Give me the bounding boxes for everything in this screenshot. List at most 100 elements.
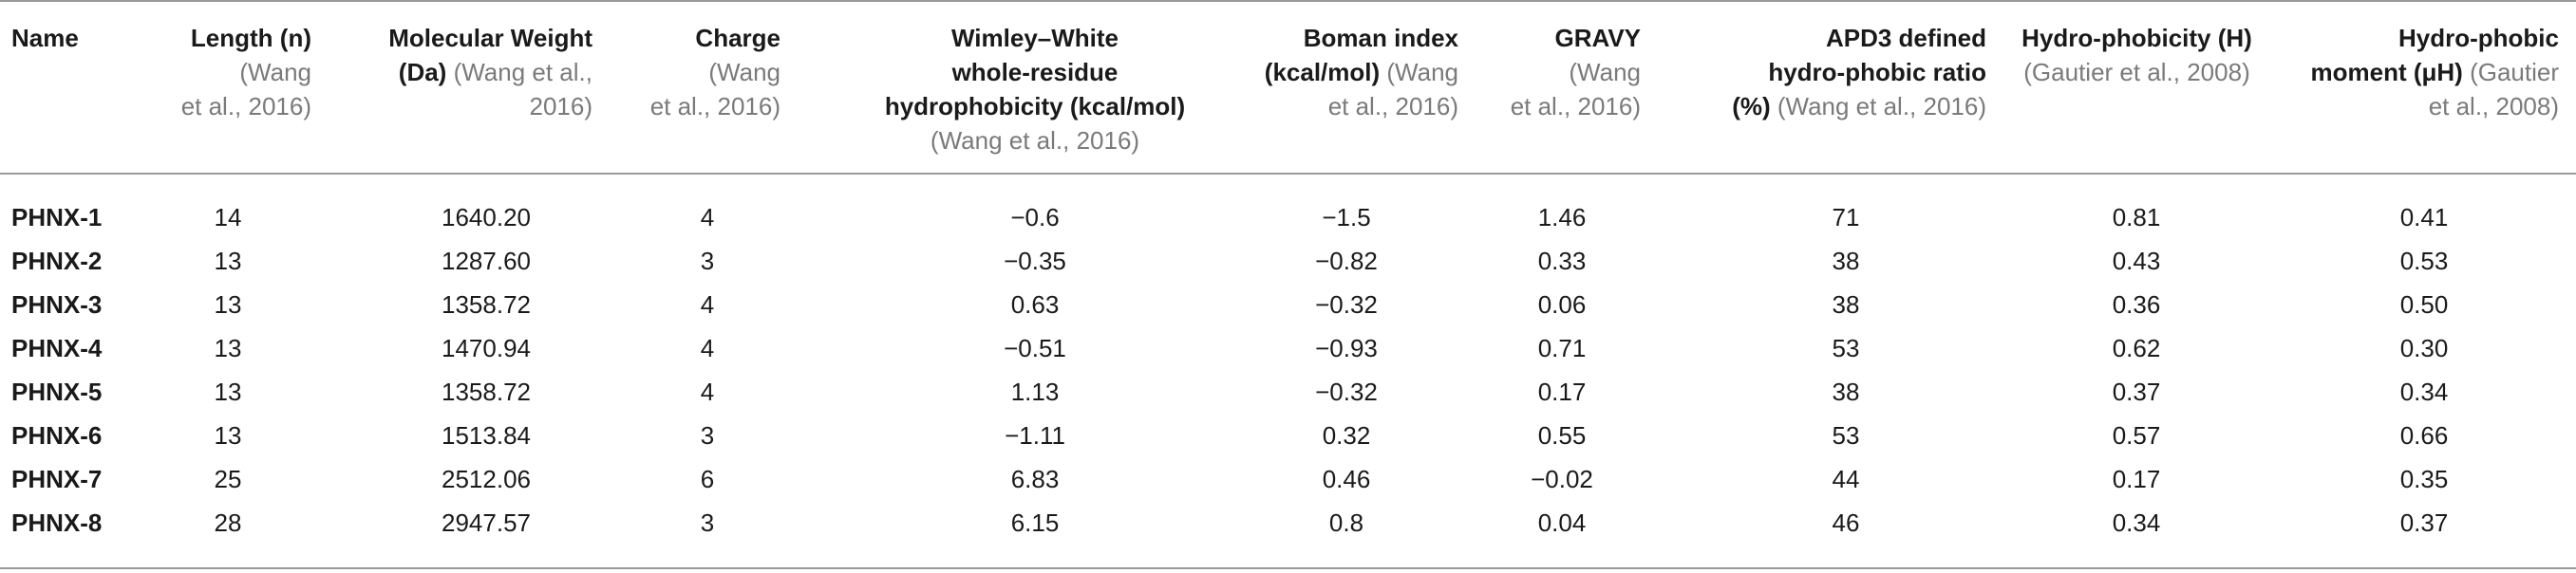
cell-name: PHNX-4 (11, 334, 103, 362)
cell-charge: 3 (700, 247, 715, 275)
cell-charge: 6 (700, 465, 715, 493)
cell-hydrophobicity: 0.17 (2112, 465, 2161, 493)
header-wimley-white: Wimley–White whole-residue hydrophobicit… (884, 24, 1186, 155)
cell-hydrophobicity: 0.57 (2112, 421, 2161, 450)
cell-boman-index: 0.8 (1328, 508, 1364, 537)
table-row: PHNX-3 13 1358.72 4 0.63 −0.32 0.06 38 0… (0, 283, 2576, 326)
cell-apd3-ratio: 44 (1832, 465, 1860, 493)
cell-apd3-ratio: 38 (1832, 290, 1860, 319)
cell-apd3-ratio: 71 (1832, 203, 1860, 231)
cell-hydrophobicity: 0.36 (2112, 290, 2161, 319)
cell-wimley-white: 0.63 (1010, 290, 1060, 319)
cell-molecular-weight: 1358.72 (442, 378, 531, 406)
header-hydrophobic-moment: Hydro-phobic moment (μH) (Gautier et al.… (2310, 24, 2560, 120)
cell-name: PHNX-5 (11, 378, 103, 406)
cell-hydrophobic-moment: 0.53 (2399, 247, 2449, 275)
cell-length: 13 (214, 378, 242, 406)
header-rule (0, 173, 2576, 175)
cell-hydrophobicity: 0.43 (2112, 247, 2161, 275)
cell-molecular-weight: 2512.06 (442, 465, 531, 493)
table-row: PHNX-4 13 1470.94 4 −0.51 −0.93 0.71 53 … (0, 326, 2576, 370)
cell-boman-index: −0.82 (1315, 247, 1378, 275)
cell-molecular-weight: 1640.20 (442, 203, 531, 231)
header-molecular-weight: Molecular Weight (Da) (Wang et al., 2016… (388, 24, 592, 120)
cell-boman-index: 0.46 (1322, 465, 1371, 493)
cell-wimley-white: −0.35 (1004, 247, 1066, 275)
cell-wimley-white: 6.15 (1010, 508, 1060, 537)
cell-molecular-weight: 1470.94 (442, 334, 531, 362)
table-row: PHNX-6 13 1513.84 3 −1.11 0.32 0.55 53 0… (0, 414, 2576, 457)
cell-length: 13 (214, 334, 242, 362)
header-apd3-ratio: APD3 defined hydro-phobic ratio (%) (Wan… (1732, 24, 1986, 120)
header-name: Name (11, 24, 79, 52)
cell-length: 28 (214, 508, 242, 537)
cell-charge: 4 (700, 378, 715, 406)
cell-boman-index: −0.93 (1315, 334, 1378, 362)
cell-hydrophobic-moment: 0.30 (2399, 334, 2449, 362)
cell-molecular-weight: 1358.72 (442, 290, 531, 319)
bottom-rule (0, 567, 2576, 569)
cell-hydrophobic-moment: 0.50 (2399, 290, 2449, 319)
table-row: PHNX-2 13 1287.60 3 −0.35 −0.82 0.33 38 … (0, 239, 2576, 283)
cell-charge: 3 (700, 421, 715, 450)
cell-gravy: 0.17 (1537, 378, 1587, 406)
cell-hydrophobicity: 0.34 (2112, 508, 2161, 537)
cell-length: 13 (214, 290, 242, 319)
cell-charge: 3 (700, 508, 715, 537)
cell-boman-index: −1.5 (1322, 203, 1371, 231)
cell-name: PHNX-2 (11, 247, 103, 275)
cell-name: PHNX-3 (11, 290, 103, 319)
cell-gravy: 1.46 (1537, 203, 1587, 231)
table-row: PHNX-7 25 2512.06 6 6.83 0.46 −0.02 44 0… (0, 457, 2576, 501)
cell-gravy: 0.55 (1537, 421, 1587, 450)
cell-apd3-ratio: 38 (1832, 378, 1860, 406)
cell-hydrophobicity: 0.37 (2112, 378, 2161, 406)
cell-hydrophobic-moment: 0.37 (2399, 508, 2449, 537)
cell-length: 25 (214, 465, 242, 493)
cell-apd3-ratio: 46 (1832, 508, 1860, 537)
cell-boman-index: −0.32 (1315, 290, 1378, 319)
header-boman-index: Boman index (kcal/mol) (Wang et al., 201… (1264, 24, 1458, 120)
header-charge: Charge (Wang et al., 2016) (649, 24, 780, 120)
cell-charge: 4 (700, 290, 715, 319)
cell-hydrophobicity: 0.62 (2112, 334, 2161, 362)
cell-name: PHNX-7 (11, 465, 103, 493)
cell-boman-index: 0.32 (1322, 421, 1371, 450)
cell-wimley-white: −0.51 (1004, 334, 1066, 362)
table-row: PHNX-5 13 1358.72 4 1.13 −0.32 0.17 38 0… (0, 370, 2576, 414)
cell-name: PHNX-1 (11, 203, 103, 231)
cell-charge: 4 (700, 203, 715, 231)
cell-apd3-ratio: 53 (1832, 421, 1860, 450)
cell-hydrophobicity: 0.81 (2112, 203, 2161, 231)
header-length: Length (n) (Wang et al., 2016) (180, 24, 311, 120)
header-gravy: GRAVY (Wang et al., 2016) (1510, 24, 1641, 120)
cell-gravy: 0.33 (1537, 247, 1587, 275)
cell-hydrophobic-moment: 0.66 (2399, 421, 2449, 450)
cell-length: 13 (214, 247, 242, 275)
cell-wimley-white: −0.6 (1010, 203, 1060, 231)
cell-gravy: 0.06 (1537, 290, 1587, 319)
cell-gravy: 0.04 (1537, 508, 1587, 537)
header-hydrophobicity: Hydro-phobicity (H) (Gautier et al., 200… (2021, 24, 2252, 86)
cell-hydrophobic-moment: 0.41 (2399, 203, 2449, 231)
cell-wimley-white: 1.13 (1010, 378, 1060, 406)
cell-length: 14 (214, 203, 242, 231)
cell-gravy: 0.71 (1537, 334, 1587, 362)
cell-molecular-weight: 1513.84 (442, 421, 531, 450)
cell-molecular-weight: 2947.57 (442, 508, 531, 537)
cell-charge: 4 (700, 334, 715, 362)
table-row: PHNX-1 14 1640.20 4 −0.6 −1.5 1.46 71 0.… (0, 195, 2576, 239)
cell-wimley-white: −1.11 (1005, 421, 1065, 450)
cell-hydrophobic-moment: 0.35 (2399, 465, 2449, 493)
cell-gravy: −0.02 (1531, 465, 1593, 493)
cell-boman-index: −0.32 (1315, 378, 1378, 406)
cell-hydrophobic-moment: 0.34 (2399, 378, 2449, 406)
cell-apd3-ratio: 53 (1832, 334, 1860, 362)
top-rule (0, 0, 2576, 2)
cell-length: 13 (214, 421, 242, 450)
table-row: PHNX-8 28 2947.57 3 6.15 0.8 0.04 46 0.3… (0, 501, 2576, 545)
cell-name: PHNX-6 (11, 421, 103, 450)
cell-name: PHNX-8 (11, 508, 103, 537)
cell-molecular-weight: 1287.60 (442, 247, 531, 275)
